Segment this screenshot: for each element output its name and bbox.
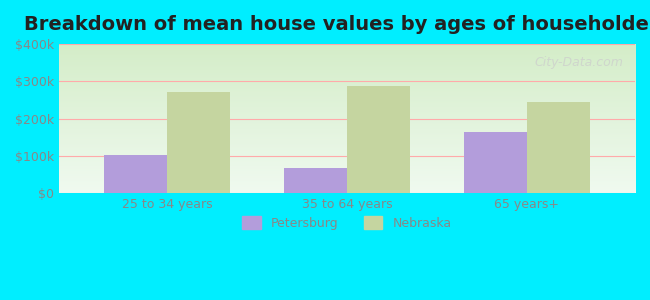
Bar xyxy=(167,92,230,193)
Text: City-Data.com: City-Data.com xyxy=(534,56,623,69)
Legend: Petersburg, Nebraska: Petersburg, Nebraska xyxy=(237,211,456,235)
Bar xyxy=(464,132,527,193)
Bar xyxy=(347,86,410,193)
Bar xyxy=(284,168,347,193)
Bar xyxy=(527,102,590,193)
Title: Breakdown of mean house values by ages of householders: Breakdown of mean house values by ages o… xyxy=(24,15,650,34)
Bar xyxy=(104,155,167,193)
